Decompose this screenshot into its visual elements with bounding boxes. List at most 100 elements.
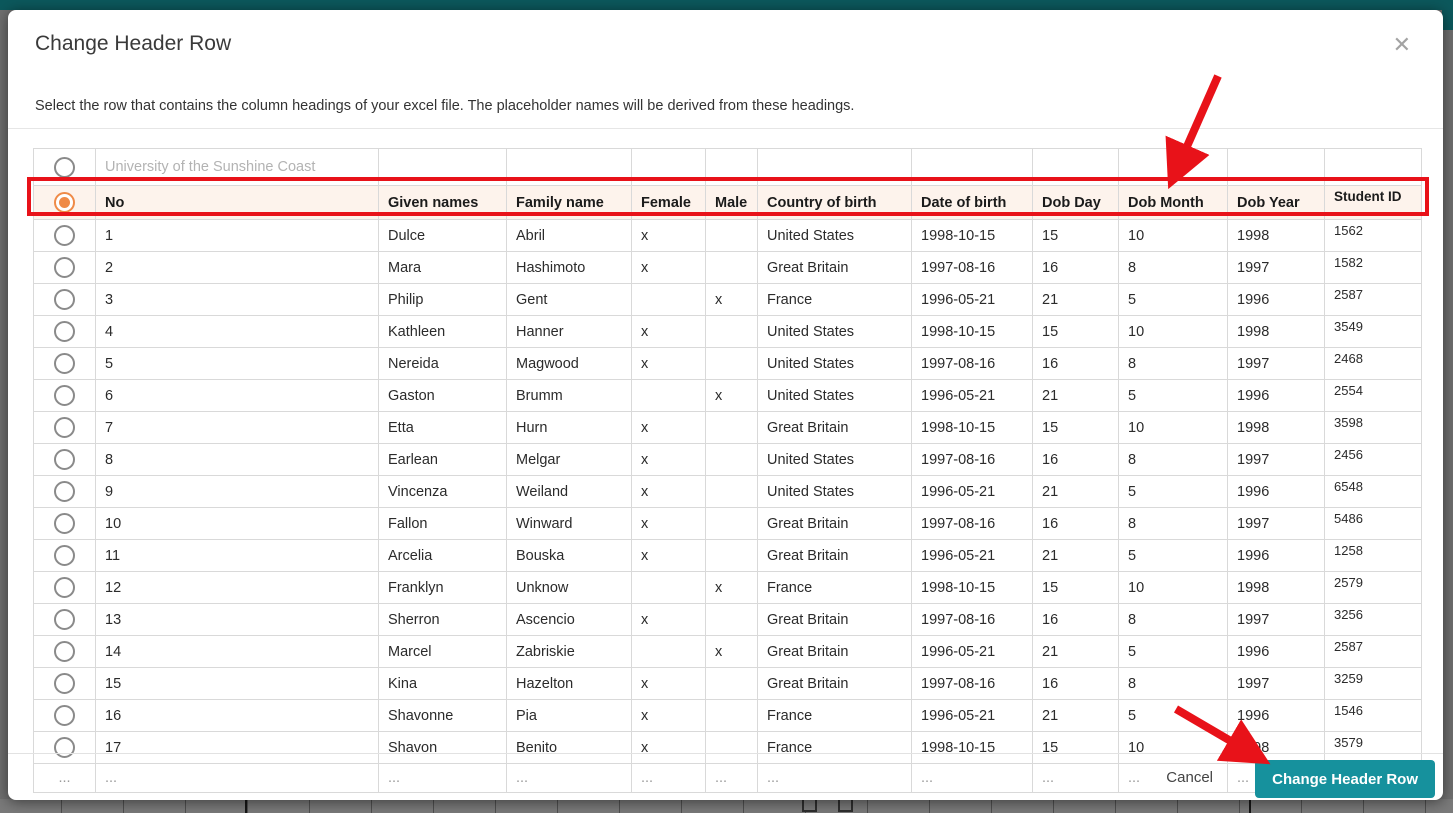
cell: 1996-05-21 — [911, 699, 1033, 732]
divider — [8, 128, 1443, 129]
cell — [1032, 148, 1119, 186]
cell: Given names — [378, 185, 507, 220]
divider — [8, 753, 1443, 754]
cell — [705, 315, 758, 348]
cell: 1996 — [1227, 635, 1325, 668]
close-icon[interactable]: ✕ — [1392, 32, 1411, 57]
cell: 5 — [95, 347, 379, 380]
table-row[interactable]: 13 Sherron Ascencio x Great Britain 1997-08-1… — [33, 603, 1422, 636]
cell: x — [631, 475, 706, 508]
table-row[interactable]: 11 Arcelia Bouska x Great Britain 1996-05-21 2… — [33, 539, 1422, 572]
row-radio[interactable] — [54, 641, 75, 662]
cell: Bouska — [506, 539, 632, 572]
cell: Date of birth — [911, 185, 1033, 220]
cell — [705, 219, 758, 252]
table-row[interactable]: 16 Shavonne Pia x France 1996-05-21 21 5 1996 154… — [33, 699, 1422, 732]
row-radio[interactable] — [54, 545, 75, 566]
row-radio[interactable] — [54, 609, 75, 630]
cell: x — [631, 315, 706, 348]
row-radio[interactable] — [54, 353, 75, 374]
cell: Etta — [378, 411, 507, 444]
cell: Hashimoto — [506, 251, 632, 284]
table-row[interactable]: 9 Vincenza Weiland x United States 1996-05-21… — [33, 475, 1422, 508]
table-row[interactable]: 2 Mara Hashimoto x Great Britain 1997-08-16 16… — [33, 251, 1422, 284]
table-row[interactable]: 1 Dulce Abril x United States 1998-10-15 15 10 1… — [33, 219, 1422, 252]
cell: 21 — [1032, 635, 1119, 668]
cell: Unknow — [506, 571, 632, 604]
row-radio[interactable] — [54, 737, 75, 758]
cell: 5 — [1118, 379, 1228, 412]
cell: x — [705, 283, 758, 316]
change-header-row-button[interactable]: Change Header Row — [1255, 760, 1435, 798]
table-row[interactable]: 15 Kina Hazelton x Great Britain 1997-08-16 16… — [33, 667, 1422, 700]
table-row[interactable]: 7 Etta Hurn x Great Britain 1998-10-15 15 10 199… — [33, 411, 1422, 444]
table-row[interactable]: 3 Philip Gent x France 1996-05-21 21 5 1996 2587 — [33, 283, 1422, 316]
table-row[interactable]: 8 Earlean Melgar x United States 1997-08-16 16… — [33, 443, 1422, 476]
row-radio[interactable] — [54, 705, 75, 726]
cell: 1997 — [1227, 251, 1325, 284]
dialog-description: Select the row that contains the column … — [35, 98, 855, 114]
cell: Great Britain — [757, 667, 912, 700]
table-row[interactable]: No Given names Family name Female Male Countr… — [33, 185, 1422, 220]
cell: 9 — [95, 475, 379, 508]
row-radio[interactable] — [54, 577, 75, 598]
row-radio[interactable] — [54, 513, 75, 534]
table-row[interactable]: 5 Nereida Magwood x United States 1997-08-16 1… — [33, 347, 1422, 380]
cell: 3549 — [1324, 315, 1422, 348]
cell: Pia — [506, 699, 632, 732]
row-radio[interactable] — [54, 321, 75, 342]
cell — [1227, 148, 1325, 186]
cell: x — [631, 539, 706, 572]
cell: 1997 — [1227, 347, 1325, 380]
cell: United States — [757, 379, 912, 412]
radio-cell — [33, 603, 96, 636]
cell: 21 — [1032, 283, 1119, 316]
cell: 2456 — [1324, 443, 1422, 476]
table-row[interactable]: 10 Fallon Winward x Great Britain 1997-08-16 1… — [33, 507, 1422, 540]
row-radio[interactable] — [54, 417, 75, 438]
cell: 8 — [95, 443, 379, 476]
cancel-button[interactable]: Cancel — [1166, 769, 1213, 786]
cell: Dob Day — [1032, 185, 1119, 220]
cell: United States — [757, 219, 912, 252]
radio-cell — [33, 635, 96, 668]
cell: 1997 — [1227, 603, 1325, 636]
cell: x — [705, 571, 758, 604]
row-radio[interactable] — [54, 481, 75, 502]
row-radio[interactable] — [54, 673, 75, 694]
row-radio-selected[interactable] — [54, 192, 75, 213]
row-radio[interactable] — [54, 385, 75, 406]
cell: 15 — [1032, 411, 1119, 444]
table-row[interactable]: University of the Sunshine Coast — [33, 148, 1422, 186]
cell: 1996-05-21 — [911, 283, 1033, 316]
row-radio[interactable] — [54, 257, 75, 278]
cell: 1996 — [1227, 699, 1325, 732]
cell: x — [631, 699, 706, 732]
cell: x — [705, 379, 758, 412]
cell: Male — [705, 185, 758, 220]
table-row[interactable]: 14 Marcel Zabriskie x Great Britain 1996-05-2… — [33, 635, 1422, 668]
cell: Shavonne — [378, 699, 507, 732]
table-row[interactable]: .................................... — [33, 763, 1422, 793]
cell: France — [757, 283, 912, 316]
cell: 4 — [95, 315, 379, 348]
cell: 8 — [1118, 603, 1228, 636]
row-radio[interactable] — [54, 289, 75, 310]
cell: 1546 — [1324, 699, 1422, 732]
cell: x — [631, 667, 706, 700]
cell: Magwood — [506, 347, 632, 380]
cell: 1996-05-21 — [911, 539, 1033, 572]
table-row[interactable]: 4 Kathleen Hanner x United States 1998-10-15 1… — [33, 315, 1422, 348]
cell: 16 — [95, 699, 379, 732]
cell: 16 — [1032, 443, 1119, 476]
cell: 2587 — [1324, 283, 1422, 316]
row-radio[interactable] — [54, 156, 75, 178]
table-row[interactable]: 17 Shavon Benito x France 1998-10-15 15 10 1998 3… — [33, 731, 1422, 764]
row-radio[interactable] — [54, 225, 75, 246]
cell: 8 — [1118, 667, 1228, 700]
row-radio[interactable] — [54, 449, 75, 470]
table-row[interactable]: 6 Gaston Brumm x United States 1996-05-21 21 5 1… — [33, 379, 1422, 412]
radio-cell — [33, 507, 96, 540]
radio-cell — [33, 443, 96, 476]
table-row[interactable]: 12 Franklyn Unknow x France 1998-10-15 15 10 199… — [33, 571, 1422, 604]
